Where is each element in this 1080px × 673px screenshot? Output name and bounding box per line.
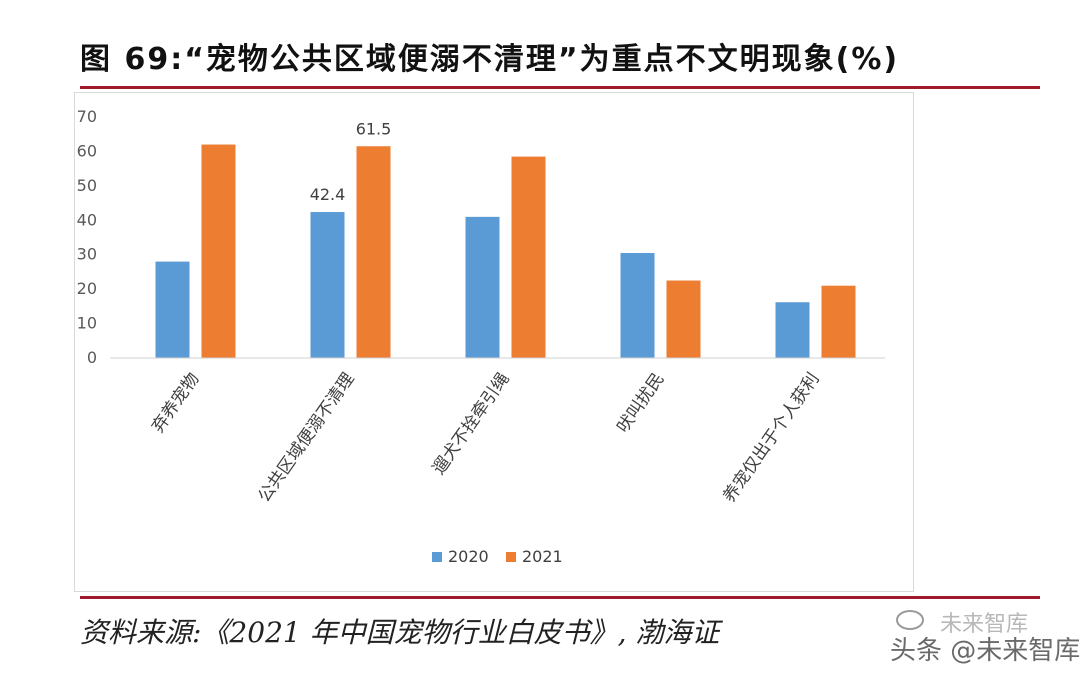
y-tick-label: 50 — [77, 176, 97, 195]
bar-2020-3 — [620, 252, 655, 358]
data-label: 61.5 — [356, 119, 392, 138]
bar-2020-1 — [310, 212, 345, 358]
bar-2020-2 — [465, 216, 500, 358]
wechat-icon — [896, 610, 924, 630]
y-tick-label: 30 — [77, 245, 97, 264]
legend-label: 2020 — [448, 547, 489, 566]
y-tick-label: 70 — [77, 107, 97, 126]
legend-label: 2021 — [522, 547, 563, 566]
bar-2020-0 — [155, 261, 190, 358]
bar-2021-4 — [821, 285, 856, 358]
legend-swatch-2021 — [506, 552, 516, 562]
x-category-label: 公共区域便溺不清理 — [254, 369, 358, 506]
bar-2021-1 — [356, 146, 391, 358]
watermark: 未来智库 头条 @未来智库 — [890, 606, 1080, 666]
bar-2021-2 — [511, 156, 546, 358]
y-tick-label: 0 — [87, 348, 97, 367]
y-tick-label: 60 — [77, 141, 97, 160]
y-tick-label: 10 — [77, 314, 97, 333]
legend-swatch-2020 — [432, 552, 442, 562]
bar-2020-4 — [775, 302, 810, 358]
watermark-line2: 头条 @未来智库 — [890, 636, 1080, 666]
x-category-label: 弃养宠物 — [148, 369, 203, 436]
data-label: 42.4 — [310, 185, 346, 204]
chart-title: 图 69:“宠物公共区域便溺不清理”为重点不文明现象(%) — [80, 42, 900, 77]
watermark-line1: 未来智库 — [940, 612, 1029, 637]
y-tick-label: 40 — [77, 210, 97, 229]
x-category-label: 遛犬不拴牵引绳 — [429, 369, 514, 478]
source-note: 资料来源:《2021 年中国宠物行业白皮书》, 渤海证 — [80, 616, 720, 649]
source-divider — [80, 596, 1040, 599]
y-tick-label: 20 — [77, 279, 97, 298]
bar-2021-0 — [201, 144, 236, 358]
title-divider — [80, 86, 1040, 89]
bar-2021-3 — [666, 280, 701, 358]
x-category-label: 吠叫扰民 — [613, 369, 668, 436]
x-category-label: 养宠仅出于个人获利 — [719, 369, 823, 506]
